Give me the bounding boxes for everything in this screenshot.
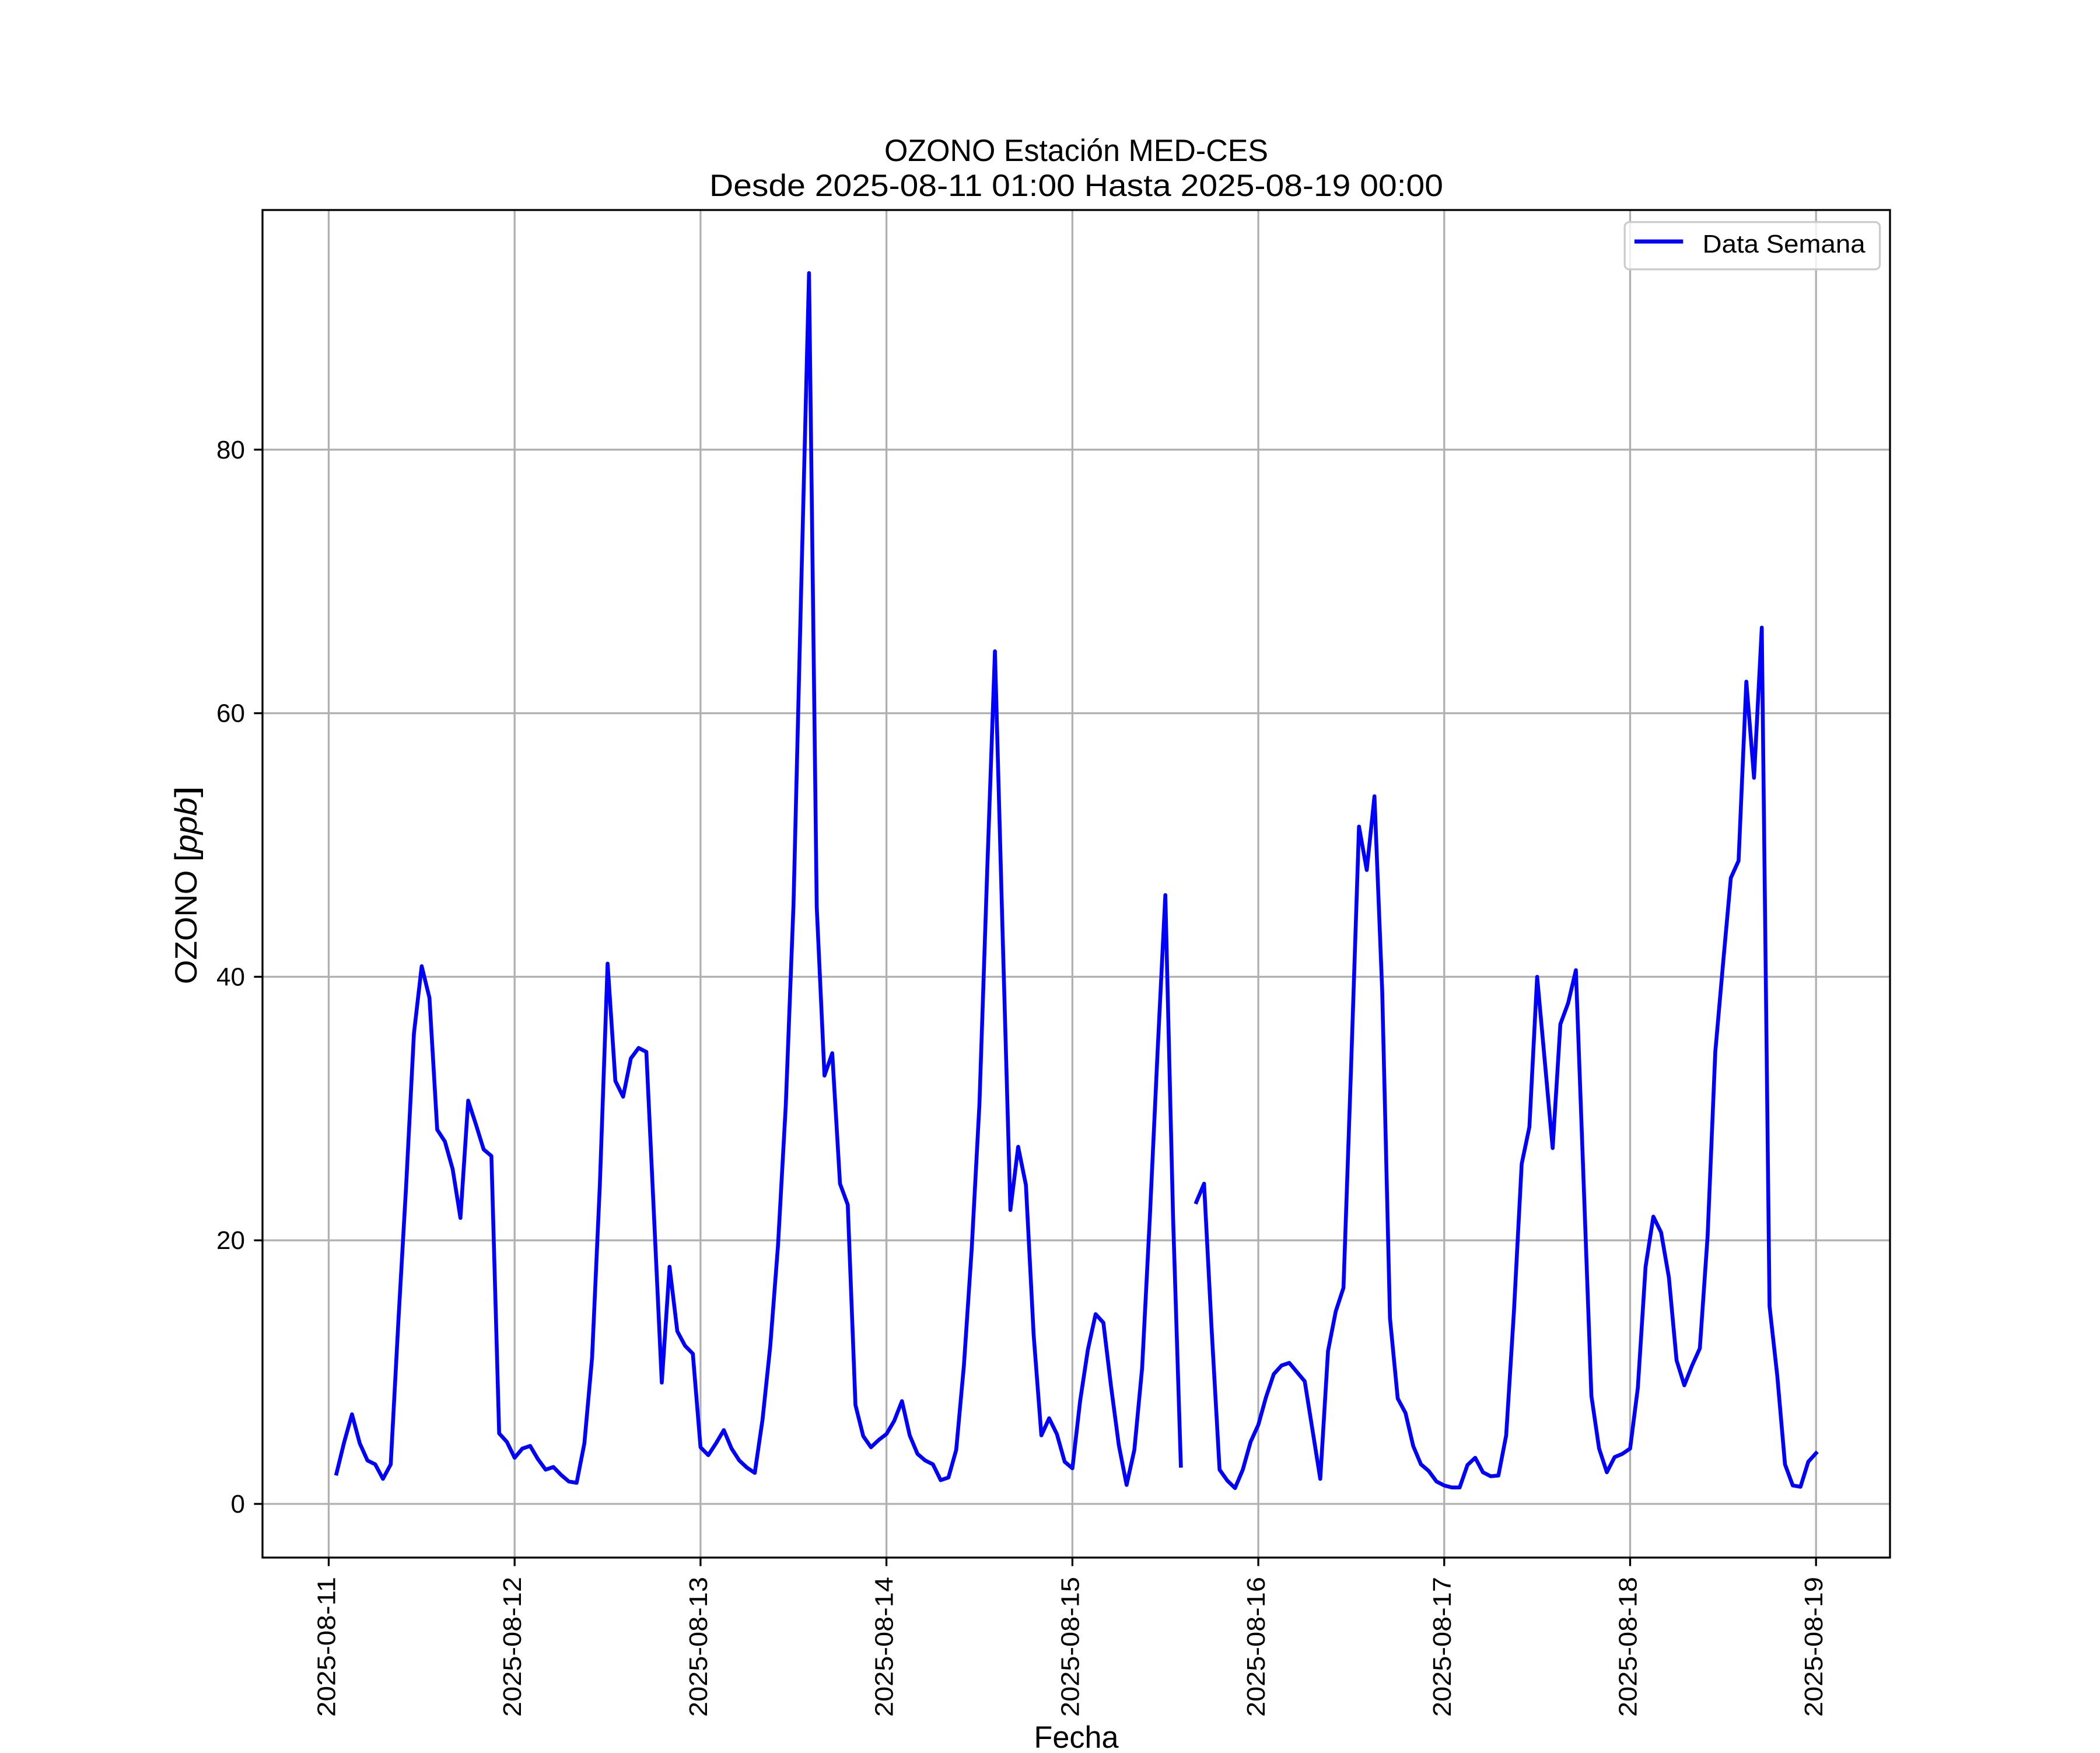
svg-text:20: 20 — [216, 1226, 245, 1255]
svg-text:OZONO [: OZONO [ — [169, 853, 204, 984]
svg-text:2025-08-15: 2025-08-15 — [1056, 1577, 1084, 1717]
svg-text:OZONO Estación MED-CES: OZONO Estación MED-CES — [884, 134, 1268, 168]
svg-text:0: 0 — [231, 1490, 245, 1518]
svg-text:2025-08-11: 2025-08-11 — [313, 1577, 341, 1717]
svg-text:]: ] — [169, 786, 204, 797]
svg-text:2025-08-14: 2025-08-14 — [870, 1577, 899, 1717]
svg-text:2025-08-16: 2025-08-16 — [1242, 1577, 1270, 1717]
svg-text:2025-08-18: 2025-08-18 — [1614, 1577, 1643, 1717]
svg-text:2025-08-13: 2025-08-13 — [684, 1577, 713, 1717]
svg-text:Desde 2025-08-11 01:00 Hasta 2: Desde 2025-08-11 01:00 Hasta 2025-08-19 … — [709, 169, 1443, 203]
svg-text:Fecha: Fecha — [1034, 1720, 1119, 1750]
svg-text:2025-08-19: 2025-08-19 — [1800, 1577, 1828, 1717]
svg-text:60: 60 — [216, 699, 245, 728]
svg-text:80: 80 — [216, 436, 245, 464]
svg-text:ppb: ppb — [169, 797, 204, 854]
svg-text:2025-08-12: 2025-08-12 — [498, 1577, 527, 1717]
svg-text:Data Semana: Data Semana — [1703, 230, 1866, 258]
svg-text:40: 40 — [216, 963, 245, 991]
svg-text:2025-08-17: 2025-08-17 — [1428, 1577, 1457, 1717]
